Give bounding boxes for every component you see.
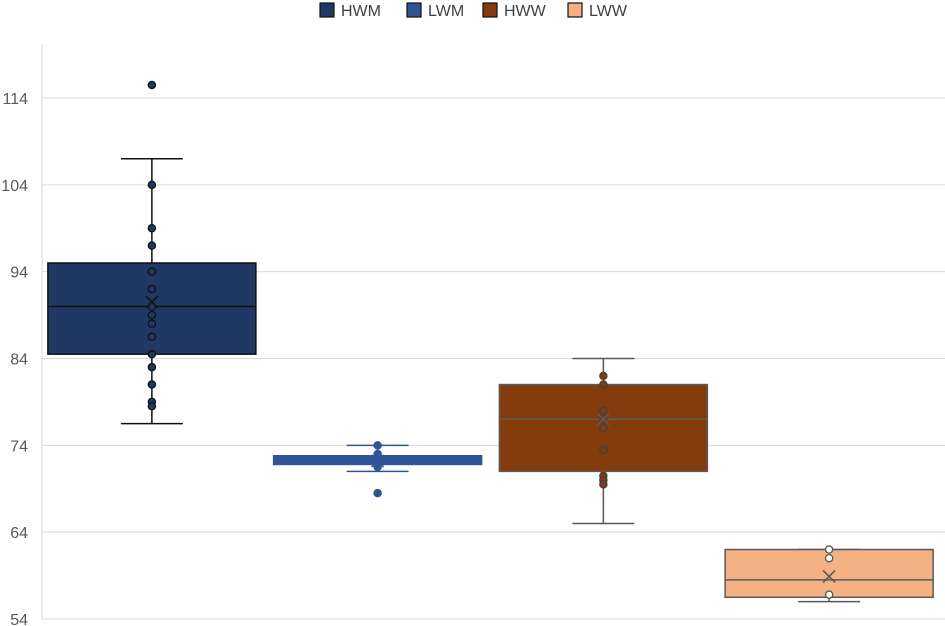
data-point [599,406,608,415]
legend: HWM LWM HWW LWW [319,2,628,20]
data-point [824,590,834,599]
y-tick-label: 114 [2,91,28,108]
legend-label: HWM [341,3,381,20]
legend-item-hww: HWW [482,2,547,20]
data-point [599,423,608,433]
data-point [147,349,157,359]
data-point [147,310,157,320]
mean-marker [596,412,610,426]
legend-item-hwm: HWM [319,2,381,20]
legend-swatch [406,2,422,18]
legend-label: LWM [428,3,464,20]
legend-label: LWW [589,3,628,20]
data-point [147,284,157,294]
y-tick-label: 104 [1,178,28,195]
data-point [373,441,382,450]
data-point [147,241,157,250]
data-point [147,319,157,329]
legend-item-lww: LWW [567,2,628,20]
box-hwm [47,80,257,425]
data-point [824,553,834,563]
y-tick-label: 94 [10,265,28,282]
y-tick-label: 64 [10,525,28,542]
data-point [599,380,608,389]
data-point [147,80,157,90]
data-point [147,362,157,372]
y-tick-label: 84 [10,352,28,369]
legend-label: HWW [504,3,547,20]
data-point [147,402,157,411]
box-hww [498,357,709,525]
legend-swatch [319,2,335,18]
mean-marker [822,569,836,583]
y-tick-label: 74 [10,438,28,455]
data-point [373,462,382,472]
data-point [599,480,608,489]
data-point [147,223,157,233]
data-point [373,488,382,498]
data-point [147,380,157,389]
data-point [147,267,157,276]
y-tick-label: 54 [10,612,28,626]
data-point [373,449,382,459]
plot-area [47,80,934,603]
legend-swatch [567,2,583,18]
box-lww [724,545,934,603]
box-lwm [272,441,483,498]
y-axis: 54 64 74 84 94 104 114 [1,44,43,626]
mean-marker [145,295,159,309]
data-point [147,180,157,190]
data-point [599,371,608,381]
data-point [599,445,608,454]
legend-item-lwm: LWM [406,2,464,20]
data-point [824,545,834,554]
legend-swatch [482,2,498,18]
mean-marker [371,454,385,468]
gridlines [42,97,945,620]
data-point [147,332,157,342]
